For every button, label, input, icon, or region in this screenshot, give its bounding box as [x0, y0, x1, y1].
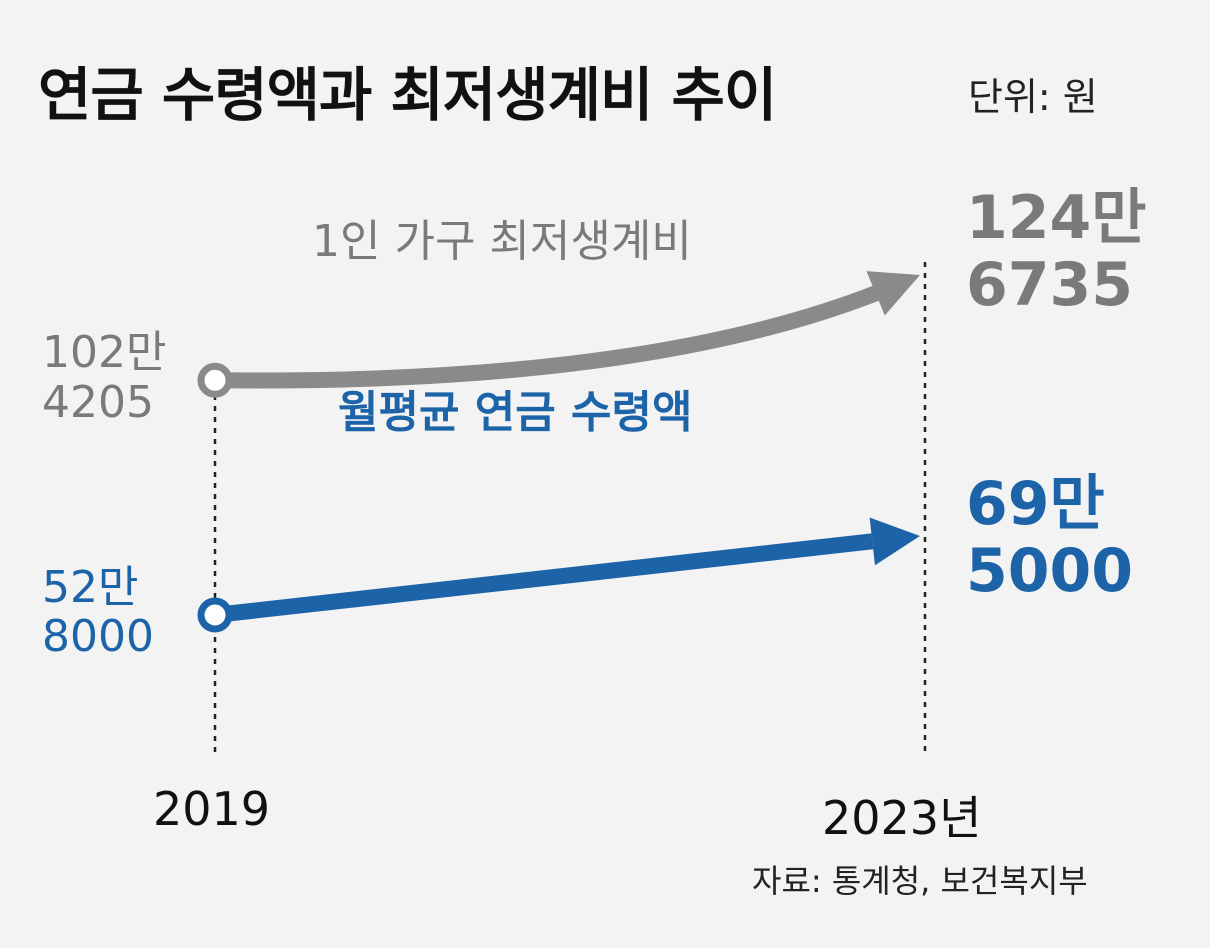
series-label-pension: 월평균 연금 수령액 [338, 387, 693, 438]
arrowhead-pension [869, 517, 920, 566]
start-value-pension-line1: 52만 [42, 562, 139, 613]
series-line-living-cost [214, 285, 879, 389]
chart-title: 연금 수령액과 최저생계비 추이 [38, 61, 777, 129]
series-label-living-cost: 1인 가구 최저생계비 [312, 216, 692, 267]
end-value-pension: 69만 5000 [966, 469, 1133, 607]
start-value-living-cost: 102만 4205 [42, 328, 166, 427]
start-value-living-cost-line1: 102만 [42, 327, 167, 379]
arrowhead-living-cost [866, 271, 920, 316]
end-value-pension-line2: 5000 [966, 536, 1133, 607]
unit-label: 단위: 원 [968, 75, 1098, 119]
end-value-living-cost: 124만 6735 [966, 183, 1147, 321]
start-point-pension [197, 597, 233, 633]
series-line-pension [214, 533, 874, 623]
end-value-living-cost-line2: 6735 [966, 250, 1133, 321]
start-point-living-cost [197, 362, 233, 398]
x-tick-label-end: 2023년 [822, 791, 982, 845]
end-value-living-cost-line1: 124만 [966, 183, 1147, 253]
start-value-living-cost-line2: 4205 [42, 376, 154, 428]
start-value-pension: 52만 8000 [42, 563, 154, 662]
source-note: 자료: 통계청, 보건복지부 [752, 862, 1088, 900]
x-tick-label-start: 2019 [153, 782, 271, 836]
start-value-pension-line2: 8000 [42, 611, 154, 663]
end-value-pension-line1: 69만 [966, 469, 1105, 539]
